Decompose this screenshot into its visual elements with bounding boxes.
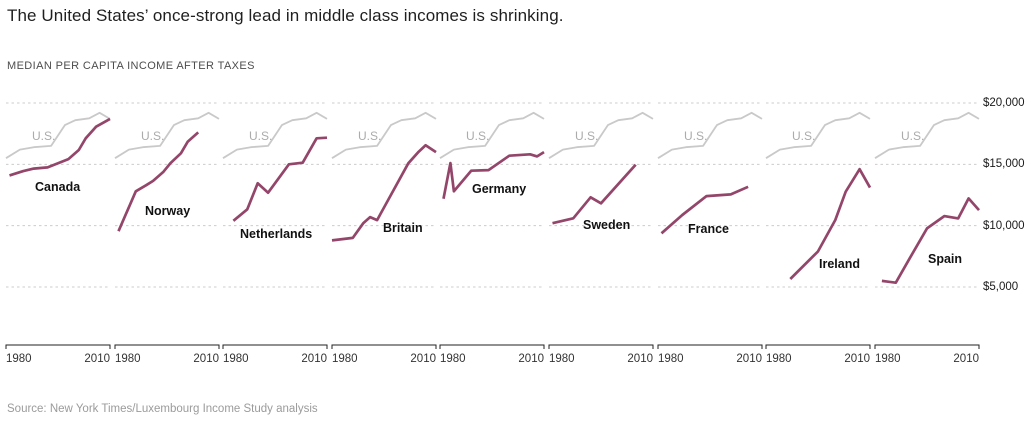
us-line	[439, 111, 545, 159]
y-axis-label: $20,000	[983, 97, 1025, 109]
x-tick-end: 2010	[519, 353, 545, 365]
country-line	[881, 197, 980, 285]
country-line	[442, 150, 546, 199]
country-line	[232, 136, 328, 222]
country-line	[331, 143, 437, 242]
x-tick-end: 2010	[84, 353, 110, 365]
panel-canada: U.S. Canada 1980 2010	[5, 102, 111, 365]
x-tick-end: 2010	[953, 353, 979, 365]
country-label: Sweden	[583, 218, 630, 232]
country-line	[789, 167, 872, 280]
x-tick-start: 1980	[332, 353, 358, 365]
x-tick-start: 1980	[440, 353, 466, 365]
x-tick-start: 1980	[658, 353, 684, 365]
us-line-label: U.S.	[141, 129, 164, 143]
us-line-label: U.S.	[792, 129, 815, 143]
us-line	[331, 111, 437, 159]
x-tick-end: 2010	[302, 353, 328, 365]
us-line-label: U.S.	[358, 129, 381, 143]
panel-france: U.S. France 1980 2010	[657, 102, 763, 365]
us-line-label: U.S.	[32, 129, 55, 143]
us-line	[548, 111, 654, 159]
us-line-label: U.S.	[901, 129, 924, 143]
y-axis-label: $5,000	[983, 280, 1019, 293]
y-axis-label: $10,000	[983, 219, 1025, 232]
x-tick-end: 2010	[410, 353, 436, 365]
country-line	[552, 163, 637, 225]
panel-spain: U.S. Spain 1980 2010	[874, 102, 980, 365]
x-tick-start: 1980	[223, 353, 249, 365]
source-note: Source: New York Times/Luxembourg Income…	[7, 403, 318, 415]
country-label: Ireland	[819, 257, 860, 271]
x-axis	[114, 344, 220, 349]
y-axis-label: $15,000	[983, 158, 1025, 171]
panel-britain: U.S. Britain 1980 2010	[331, 102, 437, 365]
country-line	[660, 185, 749, 235]
x-tick-end: 2010	[845, 353, 871, 365]
x-tick-start: 1980	[6, 353, 32, 365]
x-axis	[874, 344, 980, 349]
country-label: Britain	[383, 221, 423, 235]
x-tick-end: 2010	[193, 353, 219, 365]
x-tick-start: 1980	[549, 353, 575, 365]
panel-netherlands: U.S. Netherlands 1980 2010	[222, 102, 328, 365]
us-line	[5, 111, 111, 159]
x-axis	[222, 344, 328, 349]
x-axis	[5, 344, 111, 349]
x-axis	[765, 344, 871, 349]
panel-sweden: U.S. Sweden 1980 2010	[548, 102, 654, 365]
country-label: Spain	[928, 252, 962, 266]
country-label: Germany	[472, 182, 526, 196]
x-tick-start: 1980	[115, 353, 141, 365]
x-tick-end: 2010	[627, 353, 653, 365]
country-label: Canada	[35, 180, 81, 194]
country-label: France	[688, 222, 729, 236]
chart-title: The United States’ once-strong lead in m…	[7, 6, 564, 25]
us-line-label: U.S.	[684, 129, 707, 143]
country-line	[116, 131, 199, 232]
us-line	[765, 111, 871, 159]
panel-norway: U.S. Norway 1980 2010	[114, 102, 220, 365]
x-tick-start: 1980	[766, 353, 792, 365]
country-line	[9, 117, 111, 177]
us-line	[874, 111, 980, 159]
us-line	[657, 111, 763, 159]
us-line-label: U.S.	[466, 129, 489, 143]
x-tick-start: 1980	[875, 353, 901, 365]
x-axis	[331, 344, 437, 349]
panel-ireland: U.S. Ireland 1980 2010	[765, 102, 872, 365]
us-line	[222, 111, 328, 159]
us-line-label: U.S.	[575, 129, 598, 143]
us-line-label: U.S.	[249, 129, 272, 143]
x-axis	[548, 344, 654, 349]
x-axis	[439, 344, 545, 349]
x-axis	[657, 344, 763, 349]
country-label: Netherlands	[240, 227, 312, 241]
chart-subtitle: MEDIAN PER CAPITA INCOME AFTER TAXES	[7, 60, 255, 72]
us-line	[114, 111, 220, 159]
country-label: Norway	[145, 204, 190, 218]
x-tick-end: 2010	[736, 353, 762, 365]
panel-germany: U.S. Germany 1980 2010	[439, 102, 546, 365]
